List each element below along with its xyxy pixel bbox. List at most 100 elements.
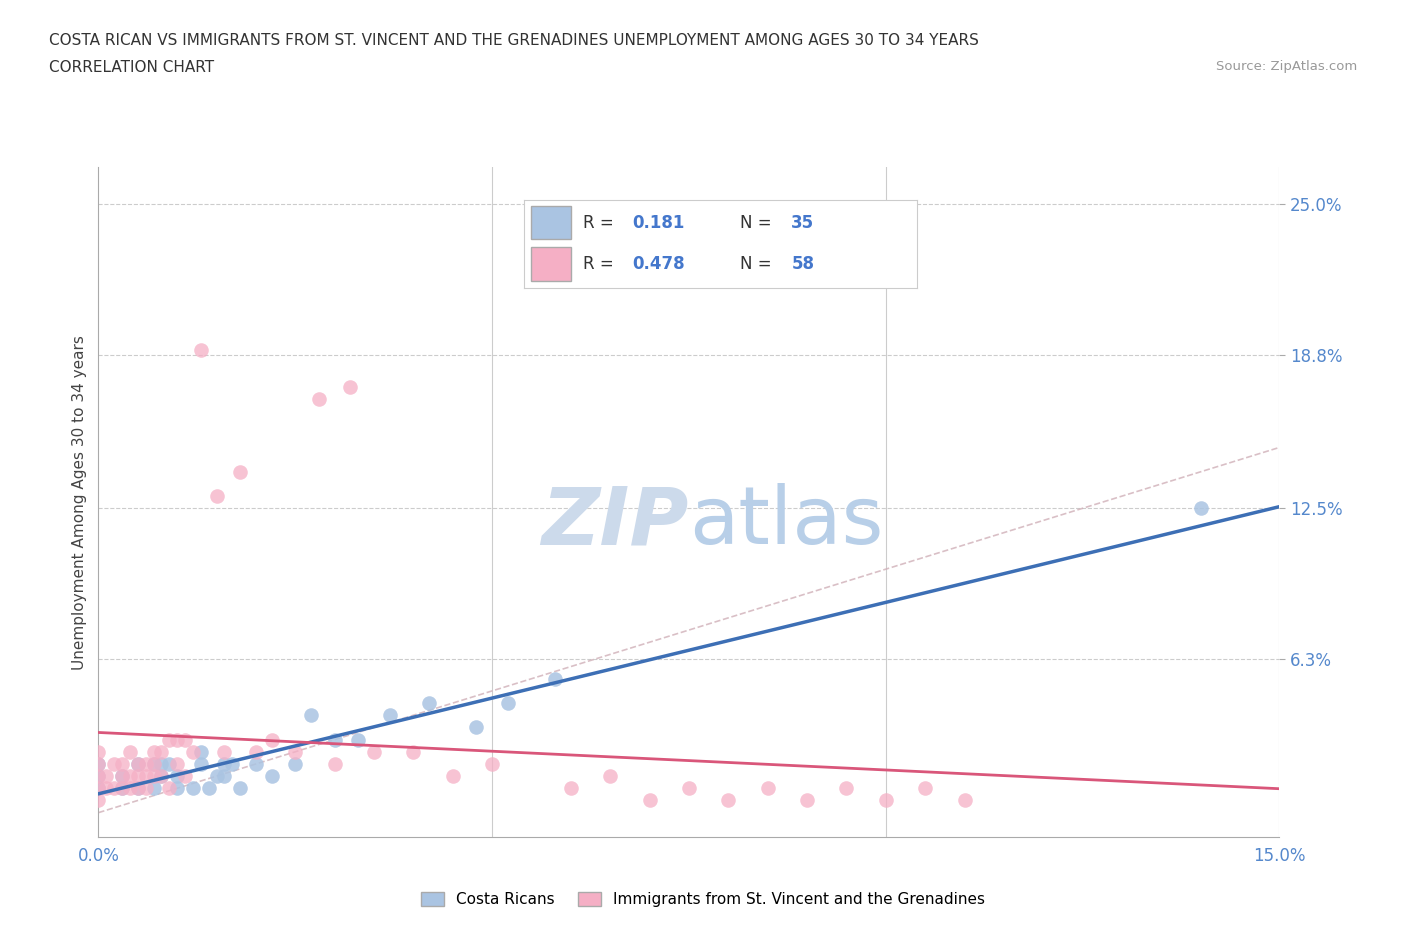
Point: [127, 756, 149, 771]
Point: [678, 781, 700, 796]
Point: [496, 696, 519, 711]
Point: [638, 793, 661, 808]
Point: [166, 756, 188, 771]
Point: [229, 464, 252, 479]
Legend: Costa Ricans, Immigrants from St. Vincent and the Grenadines: Costa Ricans, Immigrants from St. Vincen…: [415, 885, 991, 913]
Text: 0.181: 0.181: [631, 214, 685, 232]
Point: [150, 756, 173, 771]
Point: [87, 781, 110, 796]
Text: atlas: atlas: [689, 484, 883, 562]
Point: [796, 793, 818, 808]
Point: [323, 756, 346, 771]
Point: [87, 756, 110, 771]
Text: 0.478: 0.478: [631, 255, 685, 273]
Point: [157, 781, 180, 796]
Point: [205, 488, 228, 503]
Point: [229, 781, 252, 796]
Point: [103, 781, 125, 796]
Point: [284, 756, 307, 771]
Text: R =: R =: [582, 214, 619, 232]
FancyBboxPatch shape: [531, 247, 571, 281]
Point: [835, 781, 858, 796]
Point: [190, 756, 212, 771]
Point: [150, 769, 173, 784]
Text: N =: N =: [740, 214, 778, 232]
Point: [142, 756, 165, 771]
Point: [127, 756, 149, 771]
Text: CORRELATION CHART: CORRELATION CHART: [49, 60, 214, 75]
Point: [418, 696, 440, 711]
Text: 58: 58: [792, 255, 814, 273]
Point: [142, 769, 165, 784]
Point: [205, 769, 228, 784]
Point: [914, 781, 936, 796]
Point: [127, 781, 149, 796]
Point: [560, 781, 582, 796]
Point: [347, 732, 370, 747]
Point: [953, 793, 976, 808]
Point: [308, 392, 330, 406]
Point: [87, 769, 110, 784]
Text: 35: 35: [792, 214, 814, 232]
Point: [135, 781, 157, 796]
Point: [96, 781, 118, 796]
Point: [481, 756, 503, 771]
Point: [111, 781, 134, 796]
Point: [142, 744, 165, 759]
Point: [214, 744, 236, 759]
Point: [166, 769, 188, 784]
Point: [441, 769, 464, 784]
Point: [96, 769, 118, 784]
Point: [135, 756, 157, 771]
Point: [299, 708, 322, 723]
Point: [599, 769, 621, 784]
Point: [190, 342, 212, 357]
Point: [87, 769, 110, 784]
Point: [214, 769, 236, 784]
Point: [111, 769, 134, 784]
Text: COSTA RICAN VS IMMIGRANTS FROM ST. VINCENT AND THE GRENADINES UNEMPLOYMENT AMONG: COSTA RICAN VS IMMIGRANTS FROM ST. VINCE…: [49, 33, 979, 47]
Point: [1189, 501, 1212, 516]
Point: [363, 744, 385, 759]
Y-axis label: Unemployment Among Ages 30 to 34 years: Unemployment Among Ages 30 to 34 years: [72, 335, 87, 670]
Point: [118, 744, 141, 759]
Point: [174, 732, 197, 747]
Point: [260, 732, 283, 747]
Point: [111, 781, 134, 796]
Point: [157, 732, 180, 747]
Point: [127, 781, 149, 796]
Point: [174, 769, 197, 784]
Point: [190, 744, 212, 759]
Point: [111, 769, 134, 784]
Point: [465, 720, 488, 735]
Point: [717, 793, 740, 808]
Point: [111, 756, 134, 771]
Point: [87, 744, 110, 759]
Text: R =: R =: [582, 255, 619, 273]
Point: [284, 744, 307, 759]
Point: [323, 732, 346, 747]
Point: [87, 756, 110, 771]
Point: [166, 781, 188, 796]
Point: [150, 744, 173, 759]
Point: [142, 781, 165, 796]
Point: [166, 732, 188, 747]
Point: [157, 756, 180, 771]
Point: [544, 671, 567, 686]
FancyBboxPatch shape: [531, 206, 571, 239]
Point: [87, 793, 110, 808]
Point: [197, 781, 219, 796]
Point: [181, 744, 204, 759]
Point: [118, 769, 141, 784]
Point: [135, 769, 157, 784]
Point: [118, 781, 141, 796]
Point: [402, 744, 425, 759]
Point: [127, 769, 149, 784]
Point: [875, 793, 897, 808]
Point: [87, 781, 110, 796]
Point: [339, 379, 361, 394]
Point: [181, 781, 204, 796]
Text: ZIP: ZIP: [541, 484, 689, 562]
Point: [756, 781, 779, 796]
Point: [245, 744, 267, 759]
